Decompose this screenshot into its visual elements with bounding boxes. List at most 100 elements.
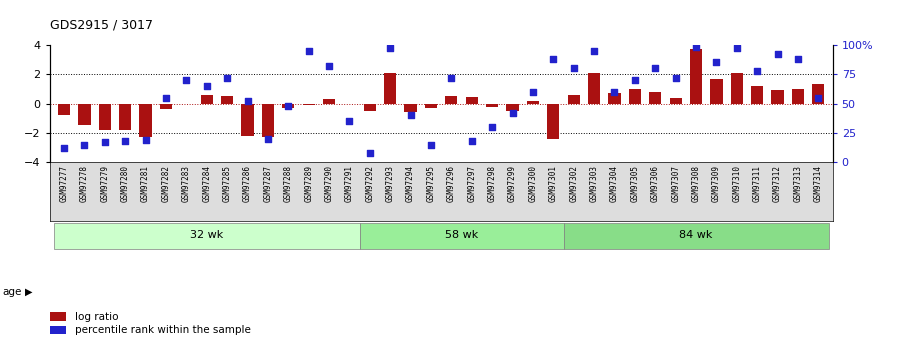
Text: GSM97312: GSM97312 — [773, 165, 782, 202]
Text: GSM97288: GSM97288 — [284, 165, 293, 202]
Bar — [424, 104, 437, 108]
Point — [464, 138, 479, 144]
Bar — [486, 104, 499, 107]
Point — [342, 118, 357, 124]
Bar — [262, 104, 274, 137]
Point — [669, 75, 683, 80]
Bar — [751, 86, 763, 104]
Bar — [79, 104, 91, 126]
Text: GSM97282: GSM97282 — [161, 165, 170, 202]
Point — [301, 48, 316, 53]
Text: GSM97284: GSM97284 — [202, 165, 211, 202]
Point — [404, 112, 418, 118]
Bar — [445, 96, 458, 104]
Text: GSM97278: GSM97278 — [80, 165, 89, 202]
Bar — [139, 104, 152, 137]
Text: log ratio: log ratio — [75, 312, 119, 322]
Point — [627, 77, 642, 83]
Bar — [527, 101, 539, 104]
Bar — [405, 104, 416, 112]
Bar — [771, 90, 784, 104]
Point — [607, 89, 622, 95]
Point — [199, 83, 214, 89]
Bar — [649, 92, 662, 104]
Point — [118, 138, 132, 144]
Bar — [792, 89, 804, 104]
Bar — [466, 97, 478, 104]
Point — [363, 150, 377, 156]
Text: GSM97309: GSM97309 — [712, 165, 721, 202]
Text: age: age — [3, 287, 22, 296]
FancyBboxPatch shape — [54, 223, 359, 249]
Text: GSM97280: GSM97280 — [120, 165, 129, 202]
Bar — [221, 96, 233, 104]
Text: GSM97307: GSM97307 — [672, 165, 681, 202]
Bar — [302, 104, 315, 105]
Bar — [119, 104, 131, 130]
Point — [526, 89, 540, 95]
Text: GSM97295: GSM97295 — [426, 165, 435, 202]
FancyBboxPatch shape — [564, 223, 828, 249]
Point — [586, 48, 601, 53]
Bar — [670, 98, 681, 104]
Point — [322, 63, 337, 69]
Text: GSM97308: GSM97308 — [691, 165, 700, 202]
Point — [424, 142, 438, 147]
Point — [485, 124, 500, 130]
Text: GSM97313: GSM97313 — [794, 165, 803, 202]
Text: GSM97300: GSM97300 — [529, 165, 538, 202]
Text: GSM97302: GSM97302 — [569, 165, 578, 202]
Point — [241, 98, 255, 104]
Text: GDS2915 / 3017: GDS2915 / 3017 — [50, 18, 153, 31]
Text: GSM97314: GSM97314 — [814, 165, 823, 202]
Bar — [201, 95, 213, 104]
Point — [710, 60, 724, 65]
Point — [179, 77, 194, 83]
Point — [567, 66, 581, 71]
Text: GSM97281: GSM97281 — [141, 165, 150, 202]
Bar — [282, 104, 294, 108]
Bar — [567, 95, 580, 104]
Point — [546, 56, 560, 62]
Bar — [50, 326, 66, 334]
Bar — [710, 79, 722, 103]
Point — [57, 145, 71, 151]
Text: GSM97277: GSM97277 — [60, 165, 69, 202]
Text: GSM97303: GSM97303 — [589, 165, 598, 202]
Text: GSM97287: GSM97287 — [263, 165, 272, 202]
Text: GSM97283: GSM97283 — [182, 165, 191, 202]
Text: GSM97290: GSM97290 — [325, 165, 334, 202]
Point — [729, 46, 744, 51]
Bar — [242, 104, 253, 136]
Bar — [629, 89, 641, 104]
Text: GSM97296: GSM97296 — [447, 165, 456, 202]
Text: GSM97291: GSM97291 — [345, 165, 354, 202]
Point — [648, 66, 662, 71]
Text: GSM97305: GSM97305 — [631, 165, 639, 202]
Text: GSM97311: GSM97311 — [753, 165, 762, 202]
Text: 84 wk: 84 wk — [680, 230, 713, 240]
Text: 58 wk: 58 wk — [445, 230, 478, 240]
Text: GSM97304: GSM97304 — [610, 165, 619, 202]
Point — [750, 68, 765, 73]
Text: GSM97306: GSM97306 — [651, 165, 660, 202]
Bar — [384, 73, 396, 104]
Point — [383, 46, 397, 51]
Point — [261, 136, 275, 141]
Text: ▶: ▶ — [25, 287, 33, 296]
Bar — [58, 104, 71, 115]
Text: GSM97293: GSM97293 — [386, 165, 395, 202]
Text: GSM97279: GSM97279 — [100, 165, 110, 202]
FancyBboxPatch shape — [359, 223, 564, 249]
Text: GSM97285: GSM97285 — [223, 165, 232, 202]
Bar — [99, 104, 111, 130]
Text: GSM97286: GSM97286 — [243, 165, 252, 202]
Text: GSM97294: GSM97294 — [406, 165, 415, 202]
Bar — [608, 93, 621, 104]
Text: GSM97297: GSM97297 — [467, 165, 476, 202]
Point — [689, 45, 703, 50]
Text: GSM97298: GSM97298 — [488, 165, 497, 202]
Point — [77, 142, 91, 147]
Bar — [50, 313, 66, 321]
Point — [791, 56, 805, 62]
